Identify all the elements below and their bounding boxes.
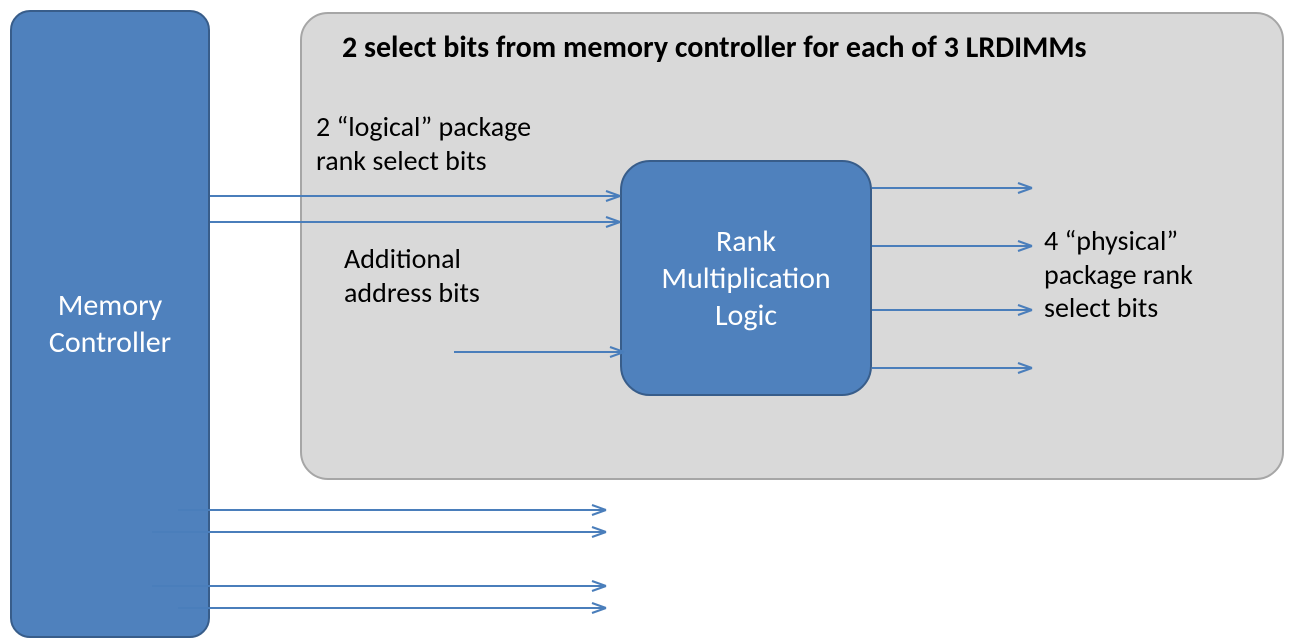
- rank-multiplication-logic-label: RankMultiplicationLogic: [661, 223, 830, 334]
- logical-bits-label: 2 “logical” packagerank select bits: [316, 110, 616, 177]
- diagram-stage: MemoryController RankMultiplicationLogic…: [0, 0, 1293, 644]
- additional-address-bits-label: Additionaladdress bits: [344, 242, 604, 309]
- memory-controller-node: MemoryController: [10, 10, 210, 638]
- memory-controller-label: MemoryController: [49, 287, 171, 361]
- rank-multiplication-logic-node: RankMultiplicationLogic: [620, 160, 872, 396]
- panel-title: 2 select bits from memory controller for…: [342, 30, 1262, 66]
- physical-bits-label: 4 “physical”package rankselect bits: [1044, 224, 1284, 325]
